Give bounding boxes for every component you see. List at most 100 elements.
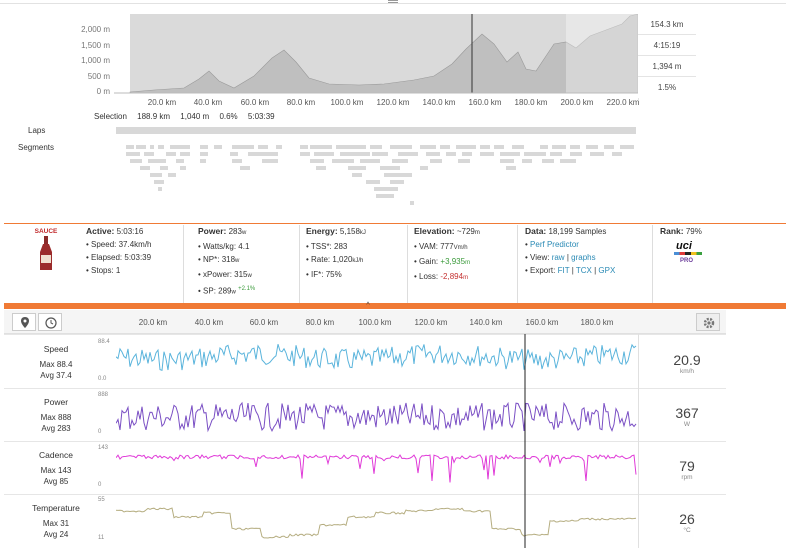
segment-bar[interactable] <box>570 145 580 149</box>
segment-bar[interactable] <box>372 152 388 156</box>
segment-bar[interactable] <box>300 145 308 149</box>
segment-bar[interactable] <box>590 152 604 156</box>
segment-bar[interactable] <box>340 152 370 156</box>
stream-charts[interactable] <box>116 334 638 548</box>
segment-bar[interactable] <box>352 173 362 177</box>
resize-handle-icon[interactable] <box>388 0 398 3</box>
segment-bar[interactable] <box>524 152 546 156</box>
segment-bar[interactable] <box>154 180 164 184</box>
segment-bar[interactable] <box>458 159 470 163</box>
segment-bar[interactable] <box>310 159 324 163</box>
segment-bar[interactable] <box>314 152 334 156</box>
segment-bar[interactable] <box>336 145 366 149</box>
segment-bar[interactable] <box>560 159 576 163</box>
segment-bar[interactable] <box>420 145 436 149</box>
segment-bar[interactable] <box>426 152 440 156</box>
segment-bar[interactable] <box>374 187 398 191</box>
segment-bar[interactable] <box>402 173 412 177</box>
segment-bar[interactable] <box>232 145 254 149</box>
export-gpx-link[interactable]: GPX <box>598 266 616 275</box>
segment-bar[interactable] <box>170 145 190 149</box>
segment-bar[interactable] <box>370 145 382 149</box>
segment-bar[interactable] <box>604 145 614 149</box>
segment-bar[interactable] <box>380 166 400 170</box>
segment-bar[interactable] <box>384 173 402 177</box>
perf-predictor-link[interactable]: Perf Predictor <box>530 240 579 249</box>
segment-bar[interactable] <box>480 152 494 156</box>
segment-bar[interactable] <box>392 159 408 163</box>
segment-bar[interactable] <box>332 159 354 163</box>
segment-bar[interactable] <box>230 152 238 156</box>
view-graphs-link[interactable]: graphs <box>571 253 596 262</box>
elevation-chart[interactable] <box>114 14 638 94</box>
segment-bar[interactable] <box>200 152 208 156</box>
view-raw-link[interactable]: raw <box>551 253 565 262</box>
lap-bar[interactable] <box>116 127 636 134</box>
segment-bar[interactable] <box>140 166 150 170</box>
segment-bar[interactable] <box>126 145 134 149</box>
segment-bar[interactable] <box>158 187 162 191</box>
map-pin-button[interactable] <box>12 313 36 331</box>
segment-bar[interactable] <box>410 201 414 205</box>
segment-bar[interactable] <box>620 145 634 149</box>
segment-bar[interactable] <box>512 145 524 149</box>
chart-settings-button[interactable] <box>696 313 720 331</box>
segment-bar[interactable] <box>300 152 310 156</box>
segment-bar[interactable] <box>376 194 394 198</box>
segment-bar[interactable] <box>550 152 562 156</box>
segment-bar[interactable] <box>150 145 154 149</box>
segment-bar[interactable] <box>500 159 514 163</box>
export-fit-link[interactable]: FIT <box>557 266 570 275</box>
segment-bar[interactable] <box>480 145 490 149</box>
segment-bar[interactable] <box>360 159 380 163</box>
collapse-arrow-icon[interactable]: ^ <box>366 302 370 309</box>
segment-bar[interactable] <box>570 152 582 156</box>
segment-bar[interactable] <box>158 145 164 149</box>
segment-bar[interactable] <box>462 152 472 156</box>
segment-bar[interactable] <box>612 152 622 156</box>
segment-bar[interactable] <box>214 145 222 149</box>
segment-bar[interactable] <box>248 152 278 156</box>
segment-bar[interactable] <box>440 145 450 149</box>
segment-bar[interactable] <box>500 152 520 156</box>
segment-bar[interactable] <box>166 152 176 156</box>
segment-bar[interactable] <box>148 159 166 163</box>
segment-bar[interactable] <box>258 145 268 149</box>
time-axis-button[interactable] <box>38 313 62 331</box>
segment-bar[interactable] <box>130 159 142 163</box>
segment-bar[interactable] <box>144 152 154 156</box>
segment-bar[interactable] <box>310 145 332 149</box>
segment-bar[interactable] <box>232 159 242 163</box>
segment-bar[interactable] <box>506 166 516 170</box>
segment-bar[interactable] <box>200 159 206 163</box>
segment-bar[interactable] <box>348 166 366 170</box>
top-resize-bar[interactable] <box>0 0 786 4</box>
segment-bar[interactable] <box>390 145 412 149</box>
segment-bar[interactable] <box>586 145 598 149</box>
segment-bar[interactable] <box>180 166 186 170</box>
segment-bar[interactable] <box>430 159 442 163</box>
segment-bar[interactable] <box>552 145 566 149</box>
segment-bar[interactable] <box>522 159 532 163</box>
segment-bar[interactable] <box>150 173 162 177</box>
segment-bar[interactable] <box>456 145 476 149</box>
segment-bar[interactable] <box>262 159 278 163</box>
export-tcx-link[interactable]: TCX <box>575 266 592 275</box>
segment-bar[interactable] <box>276 145 282 149</box>
segment-bar[interactable] <box>542 159 554 163</box>
segment-bar[interactable] <box>446 152 456 156</box>
segment-bar[interactable] <box>168 173 176 177</box>
segment-bar[interactable] <box>366 180 380 184</box>
segment-bar[interactable] <box>494 145 504 149</box>
segment-bar[interactable] <box>240 166 250 170</box>
segment-bar[interactable] <box>180 152 190 156</box>
segment-bar[interactable] <box>200 145 208 149</box>
segment-bar[interactable] <box>390 180 404 184</box>
segment-bar[interactable] <box>398 152 418 156</box>
segment-bar[interactable] <box>160 166 168 170</box>
collapse-bar[interactable] <box>4 303 786 309</box>
segment-bar[interactable] <box>176 159 184 163</box>
segment-bar[interactable] <box>126 152 140 156</box>
segment-bar[interactable] <box>316 166 326 170</box>
segment-bar[interactable] <box>540 145 548 149</box>
